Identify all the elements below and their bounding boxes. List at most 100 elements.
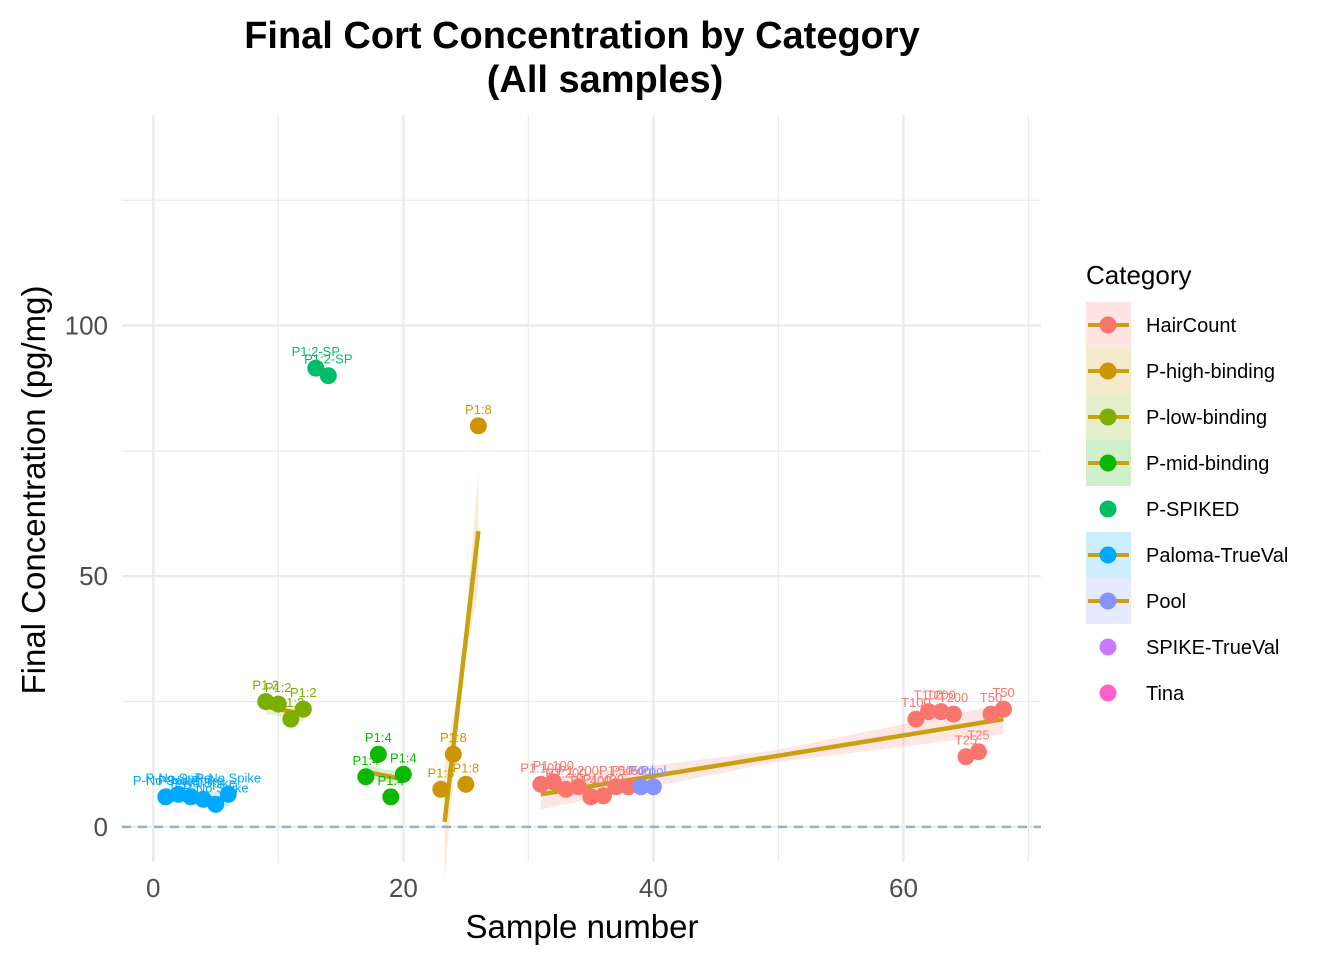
point-label: P1:2-SP [292,344,340,359]
x-tick-label: 0 [146,873,160,903]
point-label: P-No Spike [133,773,199,788]
point-label: T25 [955,733,977,748]
legend-key-point [1099,362,1117,380]
point-label: P1:4 [390,750,417,765]
data-point [319,367,337,385]
y-tick-label: 50 [79,561,108,591]
point-label: P-No Spike [158,773,224,788]
data-point [382,788,400,806]
point-label: P1:4 [377,773,404,788]
point-label: P1:100 [533,758,574,773]
data-point [907,710,925,728]
data-point [469,417,487,435]
point-label: P-No Spike [183,780,249,795]
confidence-bands [165,472,1004,881]
data-point [444,745,462,763]
legend-key-point [1099,408,1117,426]
data-point [607,778,625,796]
data-point [282,710,300,728]
legend-key-point [1099,546,1117,564]
chart-title: Final Cort Concentration by Category [244,15,920,57]
legend-key-point [1099,454,1117,472]
point-label: T25 [967,728,989,743]
x-tick-label: 40 [639,873,668,903]
point-label: P-No Spike [170,775,236,790]
point-label: T100 [901,695,931,710]
legend-label: Pool [1146,591,1186,613]
point-label: P1:4 [352,753,379,768]
legend-label: HairCount [1146,315,1236,337]
data-point [632,778,650,796]
legend-label: P-low-binding [1146,407,1267,429]
x-tick-label: 60 [889,873,918,903]
data-point [594,787,612,805]
data-point [432,780,450,798]
point-label: P1:200 [545,765,586,780]
y-axis-title: Final Concentration (pg/mg) [15,285,52,694]
data-point [219,785,237,803]
legend-key-point [1099,638,1117,656]
point-label: P1:50 [599,763,633,778]
chart-subtitle: (All samples) [487,59,724,101]
point-label: P1:8 [465,402,492,417]
point-label: Pool [628,763,654,778]
data-point [969,743,987,761]
point-label: P1:2 [277,695,304,710]
point-label: P1:8 [440,730,467,745]
legend-key-point [1099,592,1117,610]
data-point [644,778,662,796]
point-label: P-No Spike [145,770,211,785]
point-label: P1:2-SP [304,352,352,367]
data-point [207,795,225,813]
point-label: P1:50 [611,763,645,778]
data-point [919,703,937,721]
point-label: P1:2 [265,680,292,695]
tick-labels: 0 20 40 60 0 50 100 [65,311,918,903]
point-label: T50 [980,690,1002,705]
legend-label: Paloma-TrueVal [1146,545,1288,567]
y-tick-label: 100 [65,311,108,341]
data-point [357,768,375,786]
data-point [582,788,600,806]
data-point [369,745,387,763]
legend-key-point [1099,316,1117,334]
data-point [269,695,287,713]
point-label: T200 [939,690,969,705]
gridlines [122,115,1041,862]
point-label: P1:8 [452,760,479,775]
legend: HairCount P-high-binding P-low-binding P-mi… [1086,302,1288,705]
point-label: P1:100 [520,760,561,775]
legend-key-point [1099,684,1117,702]
data-point [307,359,325,377]
legend-title: Category [1086,260,1192,290]
point-label: T200 [926,688,956,703]
data-point [394,765,412,783]
point-label: P1:4 [365,730,392,745]
point-label: P1:2 [252,678,279,693]
trend-line-1 [442,530,481,823]
legend-key-point [1099,500,1117,518]
data-point [457,775,475,793]
data-point [294,700,312,718]
point-labels: P1:100P1:100P1:200P1:200P1:400P1:400P1:5… [133,344,1015,795]
legend-label: P-high-binding [1146,361,1275,383]
data-point [544,773,562,791]
data-point [569,778,587,796]
legend-label: P-SPIKED [1146,499,1239,521]
point-label: T50 [992,685,1014,700]
point-label: P1:400 [570,773,611,788]
point-label: P1:200 [558,763,599,778]
point-label: T100 [914,688,944,703]
point-label: Pool [640,763,666,778]
point-label: P1:2 [290,685,317,700]
point-label: P1:400 [583,772,624,787]
data-point [944,705,962,723]
x-axis-title: Sample number [466,908,699,945]
y-tick-label: 0 [94,812,108,842]
point-label: P1:8 [427,765,454,780]
data-points [157,359,1012,813]
legend-label: P-mid-binding [1146,453,1269,475]
x-tick-label: 20 [389,873,418,903]
data-point [619,778,637,796]
